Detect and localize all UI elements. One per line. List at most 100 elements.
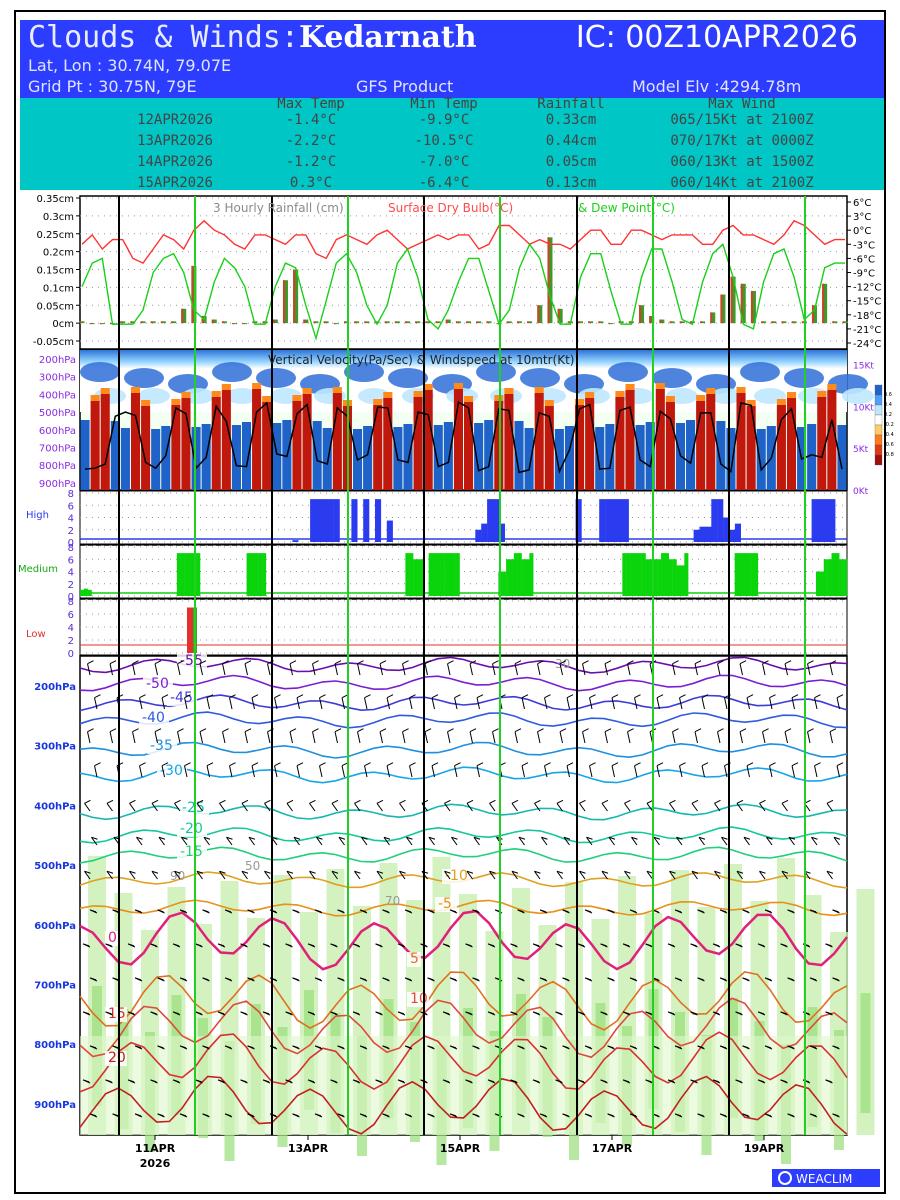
wind-barb-flag [424, 728, 432, 733]
vv-ascent-edge [706, 388, 716, 394]
rainfall-bar [323, 321, 329, 324]
wind-barb-flag [217, 943, 225, 947]
wind-barb-flag [781, 870, 789, 874]
rh-pressure-label: 900hPa [34, 1100, 76, 1111]
isotherm-label-bg [177, 654, 207, 669]
wind-barb-flag [406, 836, 413, 840]
wind-barb [399, 802, 406, 812]
wind-barb-flag [444, 799, 451, 804]
vv-ascent-edge [504, 388, 514, 394]
wind-barb [589, 697, 593, 710]
wind-barb-flag [825, 943, 832, 947]
vv-wind-tick-label: 10Kt [853, 403, 874, 413]
wind-barb [309, 870, 316, 880]
wind-barb-flag [780, 943, 787, 947]
wind-barb [379, 731, 383, 744]
vv-ascent-cell [696, 401, 706, 490]
rainfall-bar-edge [669, 321, 672, 324]
rainfall-bar-edge [639, 305, 642, 324]
vv-ascent-cell [706, 394, 716, 490]
vv-ascent-cell [130, 393, 141, 490]
wind-barb-flag [251, 762, 259, 767]
medium-cloud-bar [405, 553, 410, 596]
wind-barb-flag [579, 870, 586, 874]
isotherm-line [79, 674, 848, 692]
wind-barb-flag [451, 836, 458, 840]
medium-cloud-bar [754, 553, 759, 596]
isotherm-label-bg [147, 739, 177, 754]
wind-barb-flag [431, 762, 439, 767]
wind-barb-flag [829, 728, 837, 733]
wind-barb-flag [691, 870, 699, 874]
vv-legend-swatch [874, 454, 883, 466]
medium-cloud-bar [843, 559, 848, 596]
wind-barb-flag [82, 1011, 90, 1015]
high-cloud-bar [310, 499, 317, 542]
wind-barb [177, 731, 181, 744]
medium-cloud-bar [676, 565, 681, 596]
medium-cloud-bar [664, 553, 670, 596]
rainfall-bar-edge [567, 321, 570, 324]
rainfall-bar [577, 321, 583, 324]
wind-barb-flag [292, 977, 299, 981]
wind-barb [286, 870, 293, 880]
medium-cloud-bar [417, 559, 422, 596]
wind-barb-flag [129, 870, 136, 874]
wind-barb-flag [562, 1045, 569, 1049]
rainfall-bar [720, 294, 726, 324]
wind-barb-flag [203, 836, 211, 840]
wind-barb [341, 765, 345, 778]
wind-barb-flag [532, 943, 540, 947]
wind-barb [444, 802, 451, 812]
vv-legend-label: -0.6 [884, 442, 894, 448]
wind-barb-flag [89, 977, 97, 981]
wind-barb-flag [361, 836, 368, 840]
summary-rain: 0.44cm [545, 133, 597, 149]
wind-barb [424, 731, 428, 744]
wind-barb-flag [679, 694, 686, 699]
rainfall-bar-edge [130, 321, 133, 324]
wind-barb-flag [309, 870, 316, 874]
wind-barb [331, 870, 338, 880]
wind-barb [611, 765, 615, 778]
wind-barb-flag [222, 728, 229, 733]
wind-barb [672, 663, 676, 676]
wind-barb [566, 697, 570, 710]
wind-barb-flag [134, 909, 142, 913]
rainfall-bar-edge [384, 321, 387, 324]
wind-barb-flag [469, 728, 477, 733]
high-cloud-bar [811, 499, 818, 542]
wind-barb [264, 802, 271, 812]
wind-barb-flag [811, 836, 818, 840]
vv-descent-cell [837, 425, 847, 490]
wind-barb-flag [312, 728, 319, 733]
vv-blob [608, 362, 648, 382]
wind-barb-flag [307, 943, 315, 947]
vv-ascent-edge [181, 392, 191, 398]
dew-point-line [81, 242, 845, 341]
wind-barb [489, 870, 496, 880]
wind-barb-flag [539, 1113, 547, 1117]
medium-cloud-bar [630, 553, 635, 596]
vv-ascent-cell [827, 390, 837, 490]
medium-cloud-bar [506, 559, 511, 596]
wind-barb [634, 765, 638, 778]
wind-barb-flag [532, 1011, 540, 1015]
wind-barb-flag [701, 694, 709, 699]
wind-barb [154, 663, 158, 676]
wind-barb-flag [608, 836, 616, 840]
wind-barb [289, 731, 293, 744]
wind-barb-flag [444, 870, 451, 874]
vv-descent-cell [161, 426, 171, 490]
wind-barb-flag [466, 799, 474, 804]
rainfall-bar-edge [486, 321, 489, 324]
wind-barb [139, 697, 143, 710]
wind-barb-flag [219, 870, 226, 874]
wind-barb-flag [555, 943, 562, 947]
wind-barb [807, 663, 811, 676]
wind-barb-flag [174, 870, 181, 874]
wind-barb [94, 765, 98, 778]
wind-barb-flag [286, 799, 294, 804]
temp-tick-label: 0°C [853, 226, 871, 237]
wind-barb-flag [150, 1079, 157, 1083]
